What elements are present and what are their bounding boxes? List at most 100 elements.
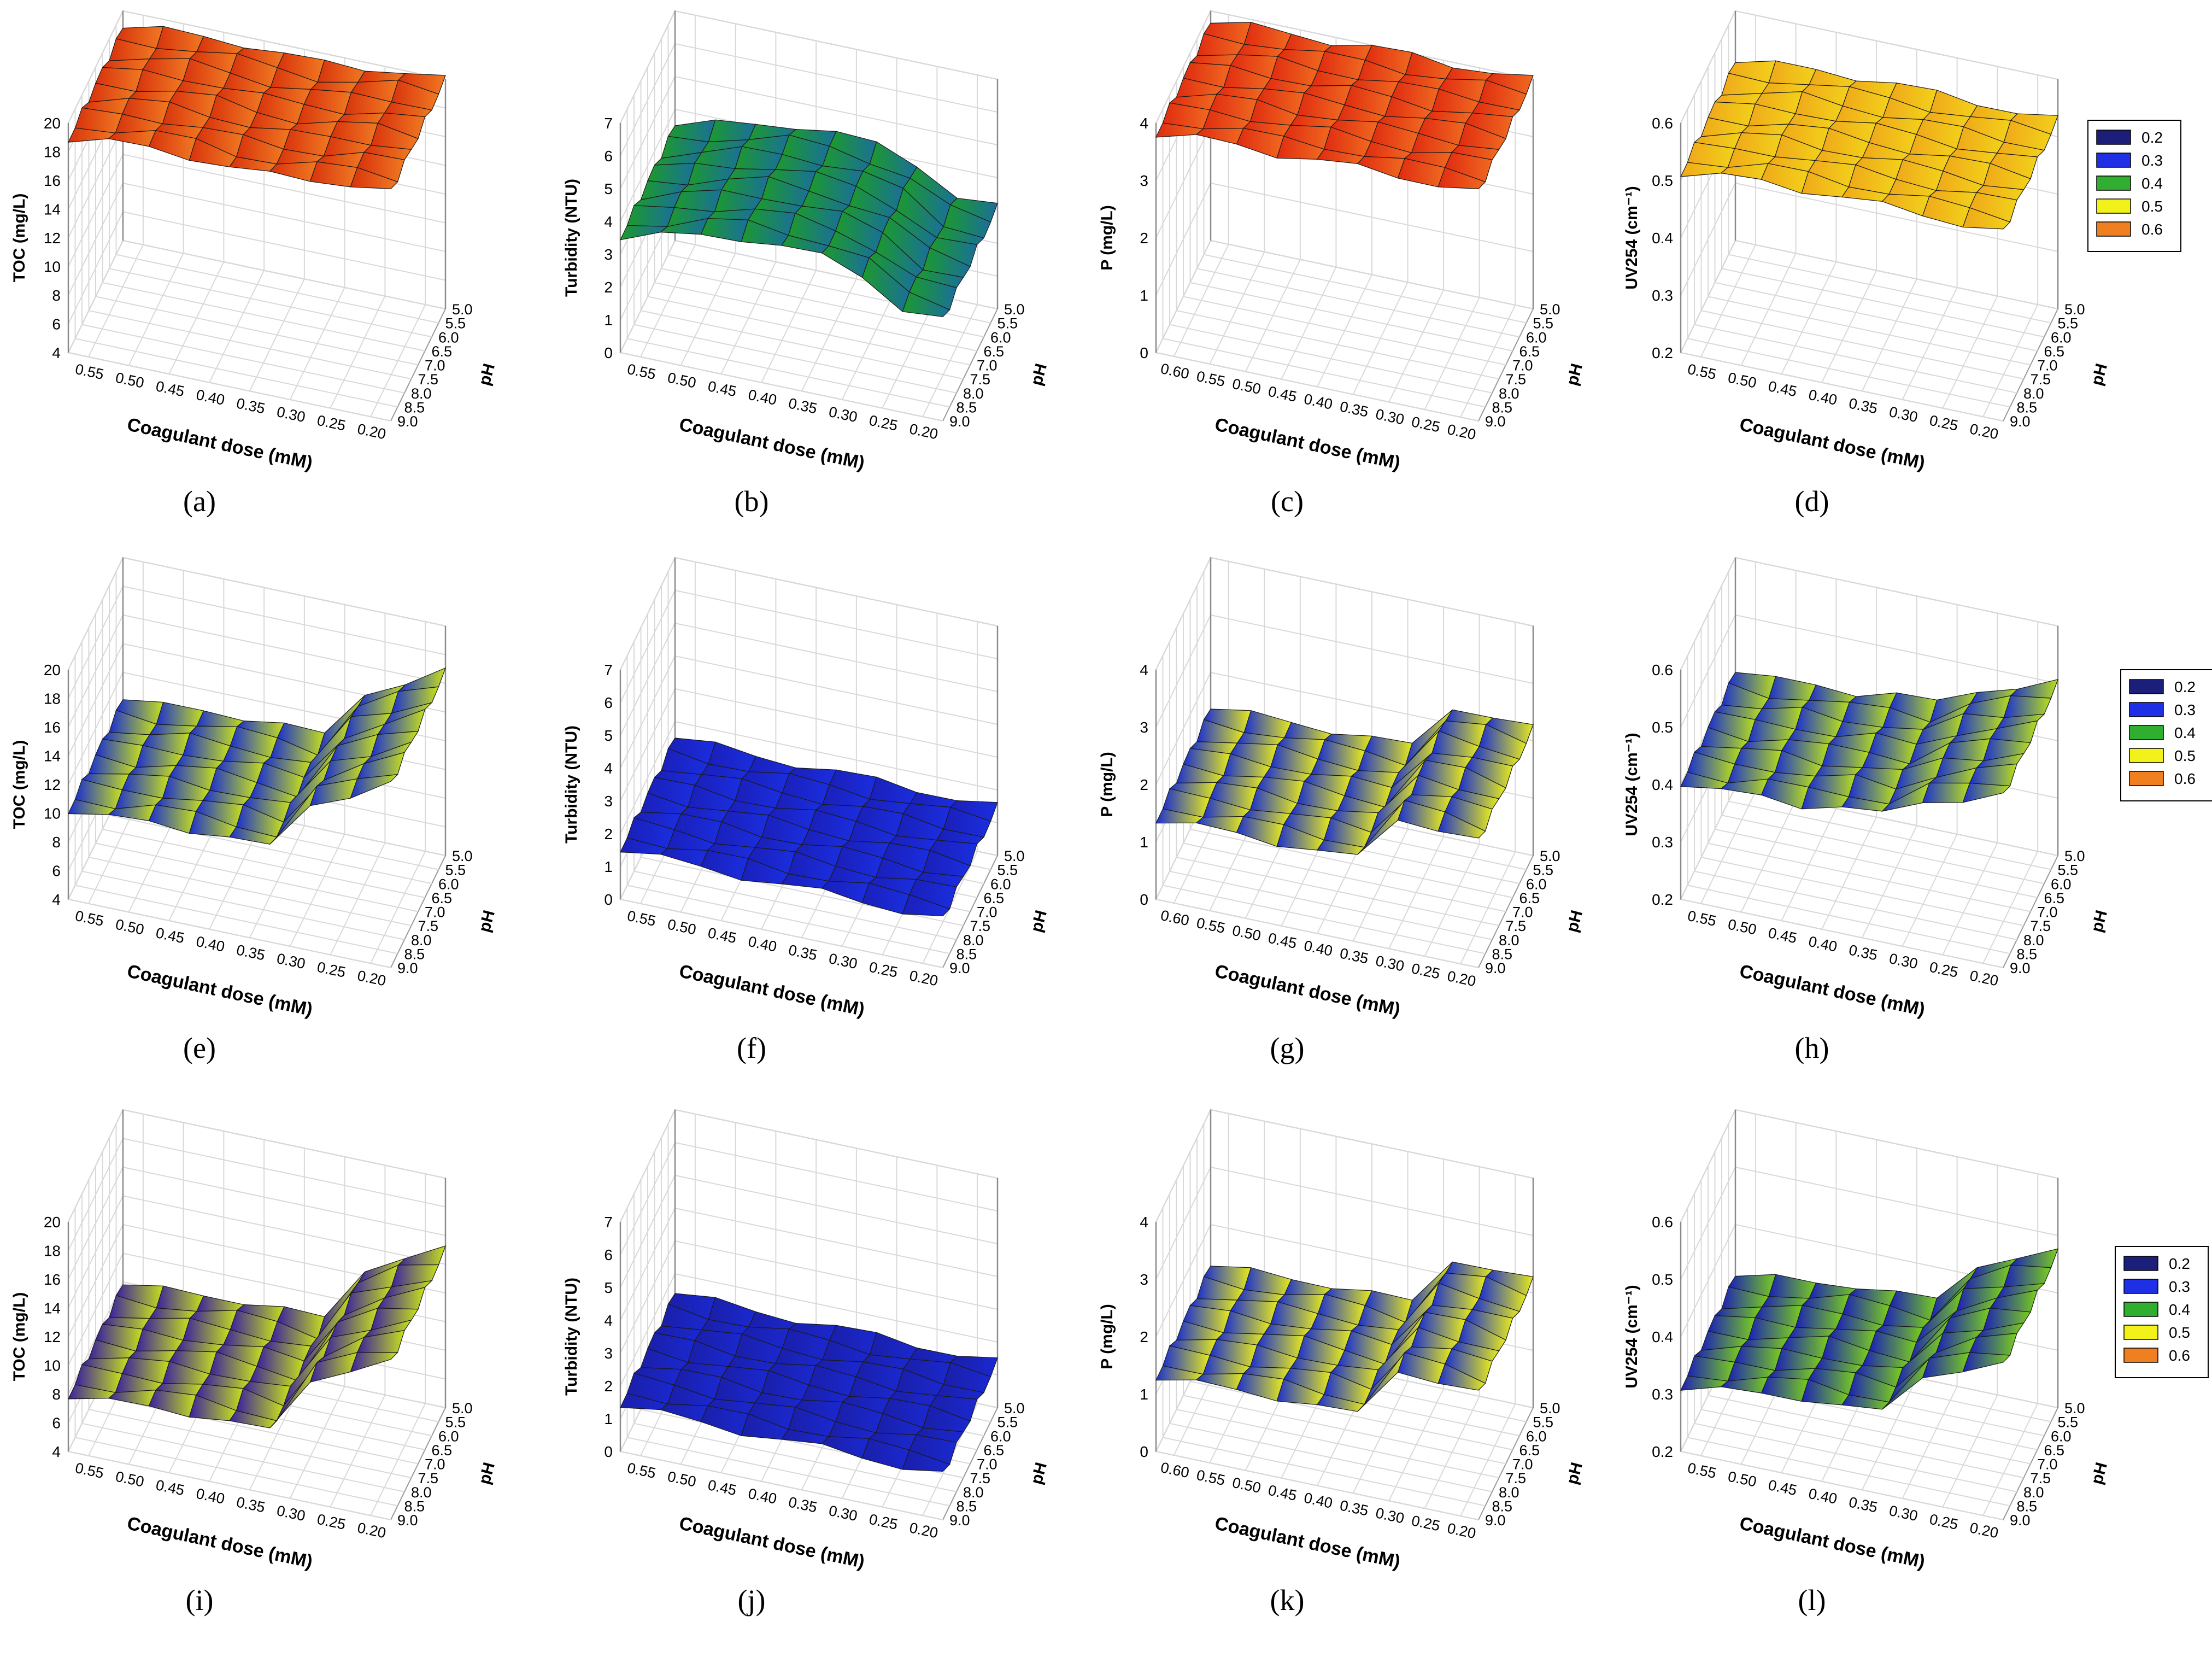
y-tick-label: 9.0 xyxy=(949,413,970,430)
z-tick-label: 2 xyxy=(604,825,613,842)
panel-b: 0 1 2 3 4 5 6 7 Turbidity (NTU) 0.55 0.50 0.45 0.40 0… xyxy=(562,10,1051,518)
y-tick-label: 9.0 xyxy=(2010,1512,2031,1529)
y-tick-label: 6.0 xyxy=(438,1428,459,1444)
z-tick-label: 1 xyxy=(1140,834,1148,851)
x-tick-label: 0.30 xyxy=(1374,406,1406,428)
y-tick-label: 5.5 xyxy=(2058,862,2079,879)
x-tick-label: 0.25 xyxy=(1410,1512,1442,1534)
x-tick-label: 0.30 xyxy=(1374,1504,1406,1526)
x-tick-label: 0.25 xyxy=(867,959,899,981)
surface xyxy=(620,737,998,916)
panel-caption: (f) xyxy=(737,1032,766,1064)
grid-line xyxy=(1701,310,2024,380)
z-axis-label: UV254 (cm⁻¹) xyxy=(1623,1285,1641,1388)
y-tick-label: 7.5 xyxy=(2031,1470,2051,1486)
legend-label: 0.3 xyxy=(2169,1278,2190,1295)
x-tick-label: 0.35 xyxy=(1339,945,1370,967)
x-tick-label: 0.35 xyxy=(1339,398,1370,420)
grid-line xyxy=(89,857,412,927)
legend: 0.2 0.3 0.4 0.5 0.6 xyxy=(2087,120,2181,252)
z-axis-label: Turbidity (NTU) xyxy=(562,725,580,844)
z-tick-label: 20 xyxy=(44,115,61,132)
grid-line xyxy=(661,268,984,338)
y-tick-label: 6.0 xyxy=(1526,329,1547,346)
x-tick-label: 0.50 xyxy=(666,1468,698,1490)
z-tick-label: 1 xyxy=(604,1410,613,1427)
grid-line xyxy=(674,1273,998,1343)
grid-line xyxy=(122,585,446,655)
legend-swatch xyxy=(2129,702,2164,717)
y-tick-label: 7.5 xyxy=(1506,371,1527,388)
x-tick-label: 0.55 xyxy=(74,361,105,383)
x-tick-label: 0.30 xyxy=(275,950,307,972)
grid-line xyxy=(1728,254,2051,324)
x-tick-label: 0.55 xyxy=(1195,915,1227,936)
x-tick-label: 0.55 xyxy=(626,907,658,929)
x-tick-label: 0.50 xyxy=(114,1468,146,1490)
z-tick-label: 1 xyxy=(1140,287,1148,304)
legend-swatch xyxy=(2123,1348,2158,1363)
grid-line xyxy=(620,352,943,421)
y-tick-label: 7.0 xyxy=(2037,904,2058,921)
surface xyxy=(1680,60,2058,230)
panel-caption: (g) xyxy=(1270,1032,1305,1064)
y-tick-label: 7.0 xyxy=(2037,1456,2058,1473)
z-tick-label: 8 xyxy=(52,834,61,851)
y-tick-label: 5.0 xyxy=(1004,1400,1025,1416)
z-tick-label: 0 xyxy=(604,344,613,361)
z-tick-label: 4 xyxy=(604,760,613,777)
y-tick-label: 7.5 xyxy=(418,371,439,388)
grid-line xyxy=(122,183,446,252)
grid-line xyxy=(1687,885,2010,955)
grid-line xyxy=(1735,557,2058,627)
grid-line xyxy=(1721,268,2045,338)
grid-line xyxy=(633,324,957,394)
y-tick-label: 9.0 xyxy=(1485,1512,1506,1529)
legends: 0.20.30.40.50.60.20.30.40.50.60.20.30.40… xyxy=(2087,120,2212,1378)
y-axis-label: pH xyxy=(2088,361,2111,387)
legend-swatch xyxy=(2129,771,2164,786)
grid-line xyxy=(1735,1167,2058,1236)
z-tick-label: 10 xyxy=(44,259,61,276)
x-tick-label: 0.30 xyxy=(1888,950,1920,972)
grid-line xyxy=(1155,899,1479,968)
z-tick-label: 12 xyxy=(44,776,61,793)
z-tick-label: 12 xyxy=(44,230,61,247)
y-tick-label: 8.5 xyxy=(2017,1498,2038,1514)
y-tick-label: 6.5 xyxy=(2044,343,2065,360)
x-tick-label: 0.40 xyxy=(747,1485,778,1507)
z-tick-label: 6 xyxy=(604,1246,613,1263)
grid-line xyxy=(1163,1437,1486,1507)
panel-i: 4 6 8 10 12 14 16 18 20 TOC (mg/L) 0.55 0.50 0.45 0.4… xyxy=(10,1109,498,1617)
z-tick-label: 4 xyxy=(604,1312,613,1329)
x-tick-label: 0.25 xyxy=(867,412,899,434)
grid-line xyxy=(620,1451,943,1520)
panel-caption: (l) xyxy=(1798,1584,1826,1617)
surface xyxy=(620,1293,998,1472)
surface-cell xyxy=(350,167,398,189)
legend-swatch xyxy=(2123,1256,2158,1271)
z-tick-label: 0.3 xyxy=(1652,287,1673,304)
grid-line xyxy=(627,885,950,955)
y-tick-label: 8.0 xyxy=(411,1484,432,1501)
y-tick-label: 8.5 xyxy=(1492,1498,1513,1514)
panel-caption: (h) xyxy=(1795,1032,1829,1064)
surface-cell xyxy=(1962,1352,2011,1373)
grid-line xyxy=(1163,338,1486,408)
x-tick-label: 0.40 xyxy=(1807,387,1839,408)
x-tick-label: 0.20 xyxy=(908,420,940,442)
x-tick-label: 0.45 xyxy=(1266,383,1298,405)
x-tick-label: 0.30 xyxy=(828,1502,859,1524)
grid-line xyxy=(1694,1422,2017,1492)
grid-line xyxy=(633,1422,957,1492)
z-tick-label: 14 xyxy=(44,1300,61,1317)
y-tick-label: 8.5 xyxy=(404,1498,425,1514)
z-tick-label: 0 xyxy=(1140,1443,1148,1460)
surface-cell xyxy=(1437,811,1486,839)
z-tick-label: 0.4 xyxy=(1652,230,1673,247)
z-tick-label: 6 xyxy=(52,863,61,880)
x-tick-label: 0.55 xyxy=(1686,907,1718,929)
grid-line xyxy=(122,557,446,627)
x-tick-label: 0.45 xyxy=(1266,1482,1298,1504)
panel-caption: (c) xyxy=(1271,485,1304,518)
